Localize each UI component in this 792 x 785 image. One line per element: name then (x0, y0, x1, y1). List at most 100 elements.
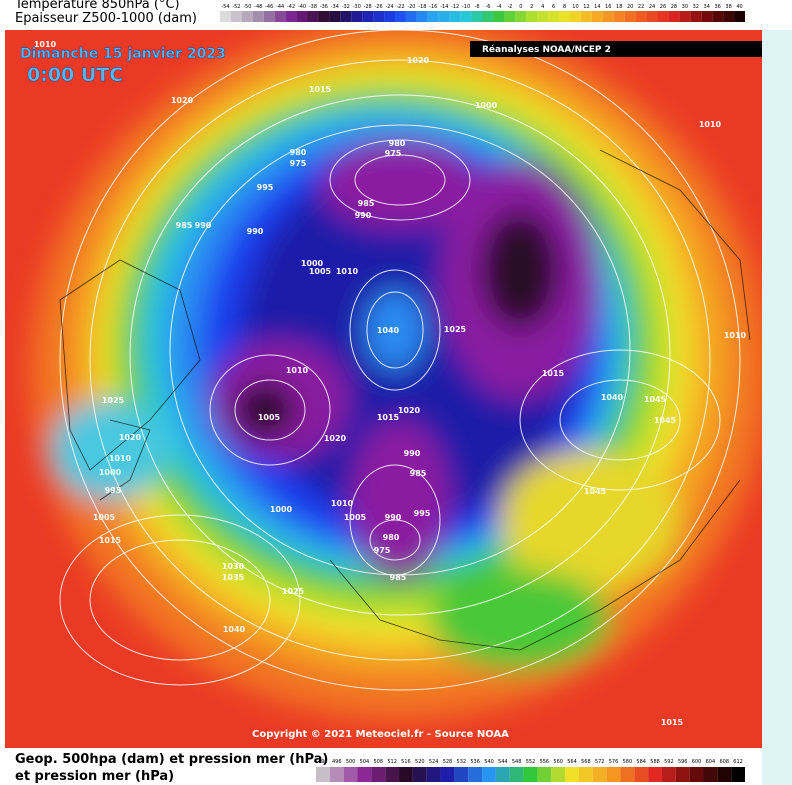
isobar-label: 980 (383, 533, 400, 542)
scale-label: -14 (440, 4, 448, 10)
isobar-label: 1015 (542, 369, 565, 378)
scale-swatch (405, 11, 417, 22)
scale-swatch (399, 767, 413, 782)
isobar-label: 1010 (34, 40, 57, 49)
scale-label: 516 (401, 759, 411, 765)
scale-label: 536 (470, 759, 480, 765)
scale-label: 596 (678, 759, 688, 765)
scale-swatch (454, 767, 469, 782)
scale-swatch (523, 767, 538, 782)
scale-label: 584 (636, 759, 646, 765)
scale-label: 40 (736, 4, 742, 10)
scale-swatch (252, 11, 264, 22)
scale-swatch (515, 11, 527, 22)
isobar-label: 1015 (309, 85, 332, 94)
scale-swatch (329, 11, 341, 22)
scale-swatch (717, 767, 732, 782)
isobar-label: 985 (410, 469, 427, 478)
scale-swatch (526, 11, 538, 22)
scale-swatch (548, 11, 560, 22)
isobar-label: 1040 (223, 625, 246, 634)
isobar-label: 1020 (171, 96, 194, 105)
scale-swatch (537, 767, 552, 782)
scale-swatch (468, 767, 483, 782)
scale-swatch (620, 767, 635, 782)
scale-swatch (241, 11, 253, 22)
scale-label: -26 (375, 4, 383, 10)
scale-label: -20 (407, 4, 415, 10)
scale-swatch (471, 11, 483, 22)
scale-swatch (426, 767, 441, 782)
isobar-label: 1015 (661, 718, 684, 727)
scale-swatch (438, 11, 450, 22)
scale-swatch (274, 11, 286, 22)
scale-label: 612 (733, 759, 743, 765)
isobar-label: 990 (385, 513, 402, 522)
scale-swatch (493, 11, 505, 22)
scale-label: 508 (374, 759, 384, 765)
scale-swatch (723, 11, 735, 22)
scale-label: 34 (704, 4, 710, 10)
scale-swatch (551, 767, 566, 782)
scale-swatch (592, 767, 607, 782)
scale-label: 572 (595, 759, 605, 765)
scale-swatch (230, 11, 242, 22)
isobar-label: 995 (105, 486, 122, 495)
scale-label: 24 (649, 4, 655, 10)
scale-swatch (509, 767, 524, 782)
isobar-label: 995 (414, 509, 431, 518)
scale-label: -30 (353, 4, 361, 10)
scale-label: -46 (265, 4, 273, 10)
scale-swatch (440, 767, 455, 782)
scale-swatch (646, 11, 658, 22)
scale-swatch (416, 11, 428, 22)
isobar-label: 1015 (99, 536, 122, 545)
scale-swatch (357, 767, 372, 782)
scale-label: 28 (671, 4, 677, 10)
scale-label: -50 (243, 4, 251, 10)
scale-swatch (318, 11, 330, 22)
scale-label: 588 (650, 759, 660, 765)
scale-swatch (329, 767, 344, 782)
scale-label: -38 (309, 4, 317, 10)
scale-swatch (565, 767, 579, 782)
isobar-label: 995 (257, 183, 274, 192)
scale-label: 26 (660, 4, 666, 10)
scale-label: -6 (485, 4, 490, 10)
scale-swatch (482, 11, 494, 22)
isobar-label: 985 (176, 221, 193, 230)
scale-label: -18 (418, 4, 426, 10)
isobar-label: 980 (290, 148, 307, 157)
isobar-label: 990 (404, 449, 421, 458)
isobar-label: 985 (390, 573, 407, 582)
scale-swatch (570, 11, 581, 22)
scale-label: -12 (451, 4, 459, 10)
copyright: Copyright © 2021 Meteociel.fr - Source N… (252, 729, 509, 740)
scale-label: 552 (526, 759, 536, 765)
scale-label: 504 (360, 759, 370, 765)
scale-swatch (635, 11, 647, 22)
isobar-label: 1020 (119, 433, 142, 442)
scale-swatch (591, 11, 603, 22)
scale-label: 10 (572, 4, 578, 10)
isobar-label: 1020 (407, 56, 430, 65)
isobar-label: 1040 (601, 393, 624, 402)
map-time: 0:00 UTC (27, 64, 123, 86)
isobar-label: 1010 (336, 267, 359, 276)
scale-label: 532 (457, 759, 467, 765)
isobar-label: 1035 (222, 573, 245, 582)
scale-label: 548 (512, 759, 522, 765)
isobar-label: 1045 (584, 487, 607, 496)
isobar-label: 1020 (324, 434, 347, 443)
scale-label: 14 (594, 4, 600, 10)
isobar-label: 1045 (654, 416, 677, 425)
scale-swatch (307, 11, 319, 22)
isobar-label: 980 (389, 139, 406, 148)
scale-swatch (362, 11, 374, 22)
scale-swatch (340, 11, 352, 22)
isobar-label: 1000 (99, 468, 122, 477)
isobar-label: 1010 (286, 366, 309, 375)
scale-label: -28 (364, 4, 372, 10)
